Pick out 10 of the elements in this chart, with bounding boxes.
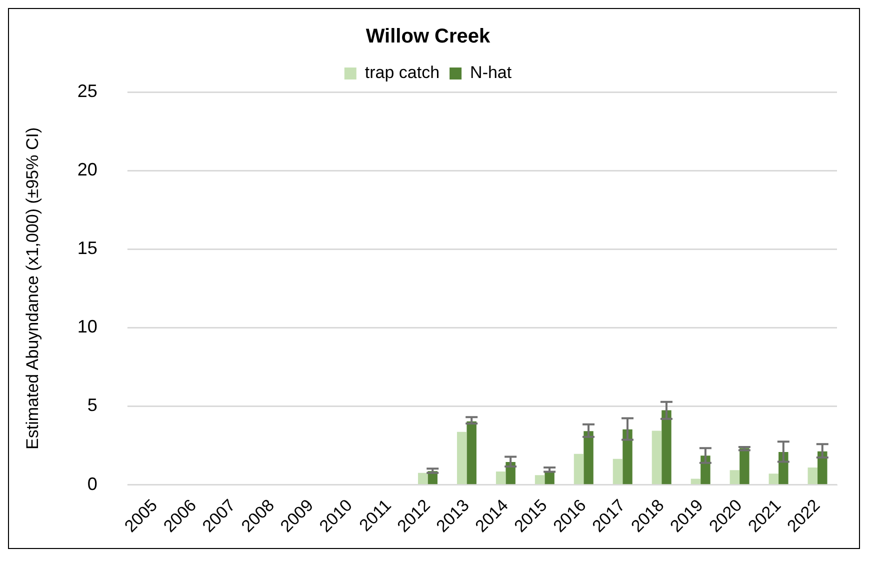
legend-label: N-hat xyxy=(470,63,512,82)
y-tick-label: 5 xyxy=(87,395,98,416)
legend-label: trap catch xyxy=(364,63,440,82)
chart-title: Willow Creek xyxy=(366,26,492,48)
y-tick-label: 15 xyxy=(77,238,98,258)
y-axis-title: Estimated Abuyndance (x1,000) (±95% CI) xyxy=(22,127,42,450)
y-tick-label: 10 xyxy=(77,316,98,337)
y-tick-label: 0 xyxy=(87,474,98,494)
y-tick-label: 20 xyxy=(77,160,98,180)
y-tick-label: 25 xyxy=(77,80,98,101)
